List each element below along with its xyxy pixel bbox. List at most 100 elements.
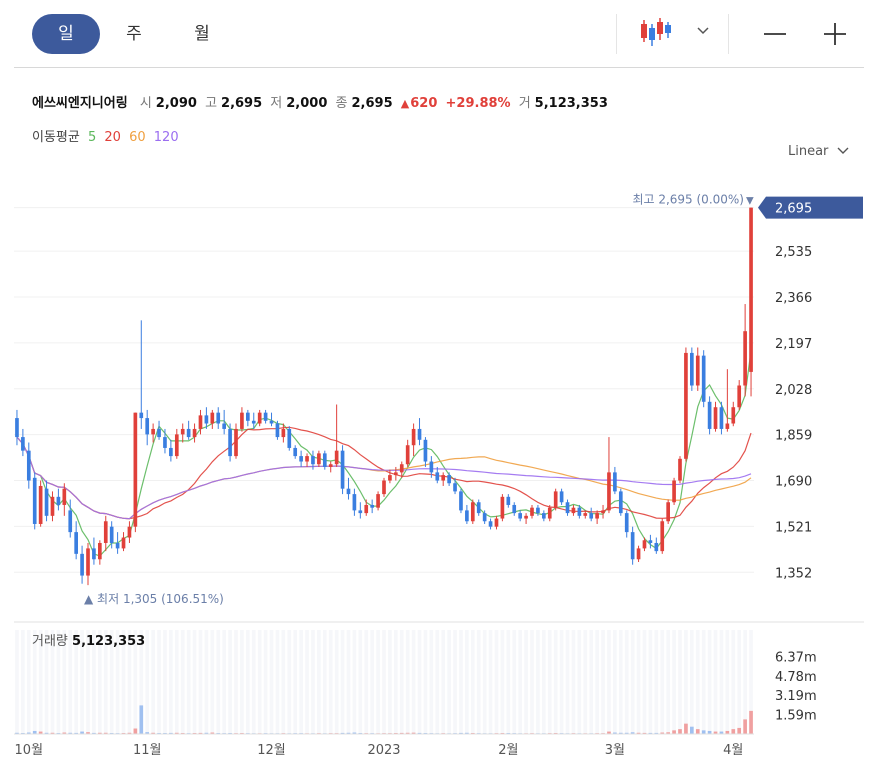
candle-body <box>317 453 321 465</box>
y-tick-label: 1,859 <box>775 429 812 444</box>
volume-bar <box>672 730 676 734</box>
ma-120-line <box>16 436 752 520</box>
candle-body <box>56 496 61 505</box>
volume-bg-stripe <box>299 630 303 734</box>
tab-day[interactable]: 일 <box>32 14 100 54</box>
candle-body <box>618 491 623 514</box>
volume-bg-stripe <box>559 630 564 734</box>
volume-bg-stripe <box>429 630 434 734</box>
volume-bar <box>624 732 629 734</box>
volume-bg-stripe <box>630 630 635 734</box>
candle-body <box>322 453 327 467</box>
volume-bg-stripe <box>660 630 665 734</box>
candle-body <box>453 483 457 492</box>
candle-body <box>305 456 309 462</box>
candle-body <box>21 437 25 451</box>
volume-bar <box>44 732 49 734</box>
volume-bg-stripe <box>92 630 96 734</box>
candle-body <box>660 521 665 552</box>
candle-body <box>352 494 357 511</box>
volume-bar <box>690 726 694 734</box>
tab-month[interactable]: 월 <box>194 24 210 44</box>
volume-bg-stripe <box>618 630 623 734</box>
volume-bg-stripe <box>287 630 292 734</box>
volume-bg-stripe <box>447 630 451 734</box>
volume-bg-stripe <box>358 630 363 734</box>
current-price-tag <box>758 196 863 219</box>
volume-bar <box>684 723 688 734</box>
zoom-in-button[interactable] <box>816 16 852 52</box>
candle-body <box>198 415 203 429</box>
volume-bg-stripe <box>103 630 108 734</box>
volume-bg-stripe <box>666 630 670 734</box>
volume-bg-stripe <box>636 630 641 734</box>
candle-body <box>157 428 161 438</box>
volume-bg-stripe <box>613 630 617 734</box>
volume-bar <box>352 732 357 734</box>
candle-body <box>358 510 363 514</box>
candle-body <box>86 548 90 576</box>
candle-body <box>180 428 185 435</box>
high-label: 고 <box>205 96 218 111</box>
candle-body <box>624 513 629 533</box>
current-price-label: 2,695 <box>775 202 812 217</box>
candle-body <box>15 418 19 438</box>
volume-bg-stripe <box>482 630 487 734</box>
candle-body <box>684 352 688 459</box>
x-tick-label: 12월 <box>257 743 286 758</box>
chart-type-button[interactable] <box>638 16 718 52</box>
high-value: 2,695 <box>221 96 263 111</box>
candle-body <box>169 447 173 457</box>
volume-bg-stripe <box>453 630 457 734</box>
volume-bg-stripe <box>127 630 132 734</box>
ma-20-line <box>16 426 752 520</box>
candle-body <box>749 207 753 372</box>
volume-bg-stripe <box>145 630 150 734</box>
candle-body <box>476 502 481 514</box>
volume-bar <box>666 732 670 734</box>
volume-bg-stripe <box>506 630 511 734</box>
volume-bg-stripe <box>174 630 179 734</box>
candle-body <box>518 513 522 519</box>
candle-body <box>399 464 404 473</box>
candle-body <box>743 331 747 386</box>
candle-body <box>98 542 102 560</box>
candle-body <box>536 507 540 514</box>
volume-bg-stripe <box>364 630 369 734</box>
candle-body <box>263 412 268 421</box>
volume-bg-stripe <box>192 630 197 734</box>
volume-bg-stripe <box>305 630 309 734</box>
volume-bg-stripe <box>494 630 499 734</box>
volume-bg-stripe <box>151 630 155 734</box>
tab-week[interactable]: 주 <box>126 24 142 44</box>
volume-bar <box>139 705 144 734</box>
candle-body <box>678 458 682 481</box>
volume-tick-label: 4.78m <box>775 670 817 685</box>
open-value: 2,090 <box>155 96 197 111</box>
volume-bg-stripe <box>530 630 534 734</box>
y-tick-label: 1,352 <box>775 566 812 581</box>
x-tick-label: 11월 <box>133 743 162 758</box>
volume-bg-stripe <box>589 630 594 734</box>
volume-bar <box>654 732 659 734</box>
x-tick-label: 10월 <box>15 743 44 758</box>
volume-bg-stripe <box>98 630 102 734</box>
volume-bar <box>725 730 730 734</box>
candle-body <box>547 507 552 519</box>
volume-bg-stripe <box>257 630 262 734</box>
zoom-out-button[interactable] <box>756 16 792 52</box>
volume-bg-stripe <box>731 630 736 734</box>
volume-bg-stripe <box>169 630 173 734</box>
price-chart[interactable]: 2,535 2,366 2,197 2,028 1,859 1,690 1,521 1,352… <box>0 170 873 769</box>
candle-body <box>257 412 262 424</box>
candle-body <box>311 456 315 465</box>
candle-body <box>145 418 150 435</box>
scale-dropdown[interactable]: Linear <box>788 144 849 159</box>
candle-body <box>737 385 742 408</box>
candle-body <box>488 521 493 527</box>
candle-body <box>222 423 226 429</box>
chevron-down-icon <box>697 27 709 35</box>
volume-bar <box>151 732 155 734</box>
moving-average-legend[interactable]: 이동평균 5 20 60 120 <box>32 126 183 145</box>
volume-bar <box>86 732 90 734</box>
